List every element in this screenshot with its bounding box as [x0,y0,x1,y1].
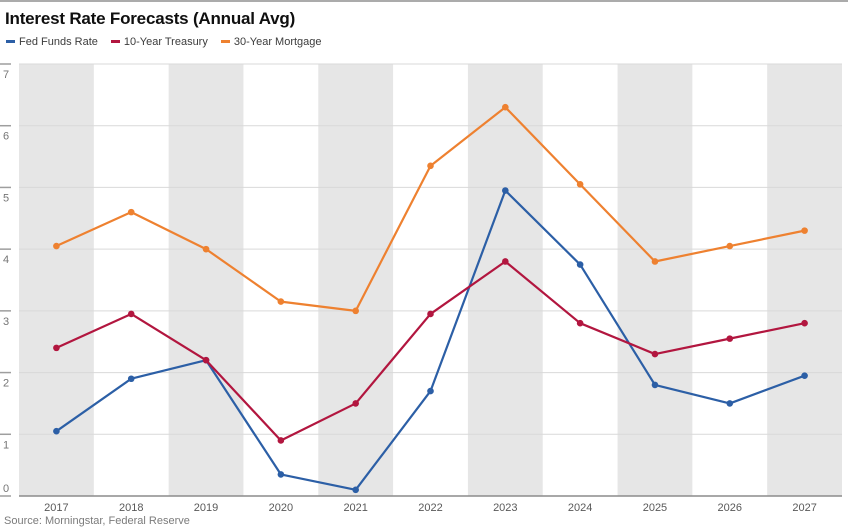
legend-label: 30-Year Mortgage [233,35,322,48]
data-point-30-year-mortgage [127,208,135,216]
y-tick-label: 6 [3,131,9,143]
data-point-fed-funds-rate [576,261,584,268]
data-point-30-year-mortgage [202,245,210,253]
y-tick-label: 7 [3,69,9,81]
x-tick-label: 2027 [792,502,816,514]
data-point-fed-funds-rate [427,387,434,395]
legend: Fed Funds Rate 10-Year Treasury 30-Year … [6,35,848,48]
data-point-10-year-treasury [651,350,659,358]
data-point-fed-funds-rate [801,372,808,379]
data-point-fed-funds-rate [53,427,60,435]
x-tick-label: 2018 [119,502,143,514]
data-point-30-year-mortgage [277,298,285,305]
data-point-10-year-treasury [277,437,285,444]
year-band [767,64,842,496]
data-point-10-year-treasury [576,319,584,327]
x-tick-label: 2026 [718,502,742,514]
x-tick-label: 2024 [568,502,592,514]
x-tick-label: 2020 [269,502,293,514]
x-tick-label: 2017 [44,502,68,514]
data-point-30-year-mortgage [427,162,434,170]
data-point-fed-funds-rate [726,400,734,407]
x-tick-label: 2019 [194,502,218,514]
y-tick-label: 2 [3,378,9,390]
year-band [19,64,94,496]
source-note: Source: Morningstar, Federal Reserve [4,515,190,527]
year-band [318,64,394,496]
x-tick-label: 2022 [418,502,442,514]
data-point-30-year-mortgage [53,242,60,250]
legend-swatch-30-year-mortgage [220,40,230,43]
data-point-10-year-treasury [427,310,434,318]
legend-swatch-10-year-treasury [110,40,120,43]
data-point-30-year-mortgage [502,103,509,111]
data-point-fed-funds-rate [651,381,659,389]
data-point-30-year-mortgage [801,227,808,234]
data-point-30-year-mortgage [352,307,359,315]
legend-item: 30-Year Mortgage [220,35,322,48]
line-chart: 0 1 2 3 4 5 6 7 2017 2018 2019 2020 2021 2022 2023 2024… [0,63,842,514]
legend-label: 10-Year Treasury [123,35,208,48]
data-point-fed-funds-rate [502,187,509,194]
data-point-30-year-mortgage [726,242,734,250]
y-tick-label: 5 [3,192,9,204]
y-tick-label: 0 [3,483,9,495]
data-point-30-year-mortgage [651,258,659,265]
year-band [617,64,693,496]
data-point-30-year-mortgage [576,181,584,188]
data-point-10-year-treasury [127,310,135,318]
year-band [168,64,244,496]
y-tick-label: 4 [3,254,9,266]
data-point-10-year-treasury [202,356,210,364]
legend-item: Fed Funds Rate [6,36,98,48]
data-point-10-year-treasury [352,400,359,407]
top-border [0,0,848,2]
x-tick-label: 2025 [643,502,667,514]
x-tick-label: 2023 [493,502,517,514]
legend-item: 10-Year Treasury [110,35,208,48]
data-point-fed-funds-rate [127,375,135,383]
y-tick-label: 3 [3,316,9,328]
y-tick-label: 1 [3,439,9,451]
data-point-fed-funds-rate [352,486,359,494]
x-tick-label: 2021 [343,502,367,514]
data-point-10-year-treasury [53,344,60,352]
data-point-10-year-treasury [801,319,808,327]
legend-swatch-fed-funds-rate [6,40,15,43]
chart-title: Interest Rate Forecasts (Annual Avg) [5,9,296,28]
data-point-10-year-treasury [726,335,734,342]
legend-label: Fed Funds Rate [19,35,98,48]
data-point-fed-funds-rate [277,471,285,478]
data-point-10-year-treasury [502,258,509,265]
